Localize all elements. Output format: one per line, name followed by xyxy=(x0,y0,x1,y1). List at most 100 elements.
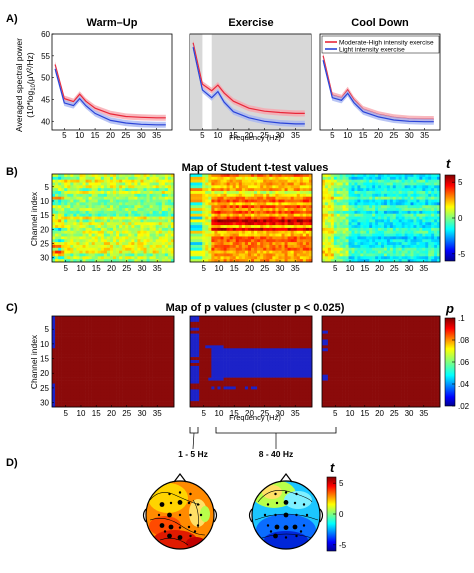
heat-cell xyxy=(64,236,68,240)
heat-cell xyxy=(94,318,99,323)
heat-cell xyxy=(366,193,370,198)
heat-cell xyxy=(161,233,166,237)
heat-cell xyxy=(67,342,71,346)
heat-cell xyxy=(381,253,385,257)
heat-cell xyxy=(244,230,249,234)
heat-cell xyxy=(103,202,108,206)
heat-cell xyxy=(109,188,114,192)
heat-cell xyxy=(431,225,435,229)
heat-cell xyxy=(196,216,200,220)
heat-cell xyxy=(202,227,206,232)
heat-cell xyxy=(392,239,397,243)
heat-cell xyxy=(190,250,194,254)
electrode-dot xyxy=(157,513,161,517)
heat-cell xyxy=(76,365,80,370)
heat-cell xyxy=(140,247,144,251)
heat-cell xyxy=(395,199,399,203)
heat-cell xyxy=(345,222,349,226)
x-tick-label: 15 xyxy=(91,131,100,140)
heat-cell xyxy=(131,345,135,349)
heat-cell xyxy=(330,256,335,260)
heat-cell xyxy=(193,250,197,254)
heat-cell xyxy=(158,318,163,323)
heat-cell xyxy=(76,202,80,206)
electrode-dot xyxy=(187,525,191,529)
heat-cell xyxy=(269,253,273,257)
heat-cell xyxy=(199,208,203,212)
heat-cell xyxy=(363,199,367,203)
heat-cell xyxy=(272,208,276,212)
heat-cell xyxy=(190,222,194,226)
heat-cell xyxy=(205,242,209,246)
heat-cell xyxy=(257,199,261,203)
heat-cell xyxy=(410,253,414,257)
t-map-panel-2: 5 10 15 20 25 30 35 xyxy=(321,173,441,273)
heat-cell xyxy=(299,244,304,249)
heat-cell xyxy=(422,191,426,195)
heat-cell xyxy=(106,233,111,237)
heat-cell xyxy=(322,253,326,257)
heat-cell xyxy=(122,377,126,381)
heat-cell xyxy=(375,185,379,189)
heat-cell xyxy=(119,199,123,203)
heat-cell xyxy=(247,210,252,215)
heat-cell xyxy=(58,176,62,180)
heat-cell xyxy=(407,216,411,220)
heat-cell xyxy=(330,244,335,249)
heat-cell xyxy=(287,174,291,178)
heat-cell xyxy=(61,182,65,186)
heat-cell xyxy=(149,188,153,192)
heat-cell xyxy=(214,230,218,234)
heat-cell xyxy=(94,239,99,243)
heat-cell xyxy=(155,348,160,352)
heat-cell xyxy=(55,250,59,254)
heat-cell xyxy=(140,213,144,217)
heat-cell xyxy=(272,259,276,263)
heat-cell xyxy=(109,242,114,246)
heat-cell xyxy=(170,253,175,257)
heat-cell xyxy=(64,208,68,212)
heat-cell xyxy=(235,219,240,223)
heat-cell xyxy=(58,213,62,217)
heat-cell xyxy=(58,360,62,364)
heat-cell xyxy=(152,377,156,381)
heat-cell xyxy=(308,230,313,234)
heat-cell xyxy=(336,205,340,209)
heat-cell xyxy=(79,188,83,192)
heat-cell xyxy=(363,225,367,229)
heat-cell xyxy=(100,199,105,203)
heat-cell xyxy=(381,213,385,217)
heat-cell xyxy=(322,210,326,215)
heat-cell xyxy=(106,216,111,220)
heat-cell xyxy=(348,210,352,215)
heat-cell xyxy=(260,259,264,263)
heat-cell xyxy=(229,199,233,203)
heat-cell xyxy=(88,324,92,329)
heat-cell xyxy=(76,348,80,352)
heat-cell xyxy=(351,247,355,251)
heat-cell xyxy=(164,176,169,180)
heat-cell xyxy=(94,351,99,355)
heat-cell xyxy=(167,318,172,323)
heat-cell xyxy=(52,321,56,326)
heat-cell xyxy=(170,374,175,378)
heat-cell xyxy=(122,351,126,355)
heat-cell xyxy=(260,193,264,198)
heat-cell xyxy=(79,222,83,226)
heat-cell xyxy=(244,196,249,200)
heat-cell xyxy=(214,233,218,237)
heat-cell xyxy=(100,333,105,337)
heat-cell xyxy=(375,236,379,240)
heat-cell xyxy=(128,244,132,249)
heat-cell xyxy=(275,247,279,251)
heat-cell xyxy=(131,383,135,387)
heat-cell xyxy=(61,225,65,229)
heat-cell xyxy=(357,253,361,257)
heat-cell xyxy=(103,216,108,220)
heat-cell xyxy=(401,174,405,178)
heat-cell xyxy=(398,230,402,234)
heat-cell xyxy=(152,389,156,393)
heat-cell xyxy=(305,216,310,220)
panel-label-b: B) xyxy=(6,166,18,178)
heat-cell xyxy=(244,176,249,180)
